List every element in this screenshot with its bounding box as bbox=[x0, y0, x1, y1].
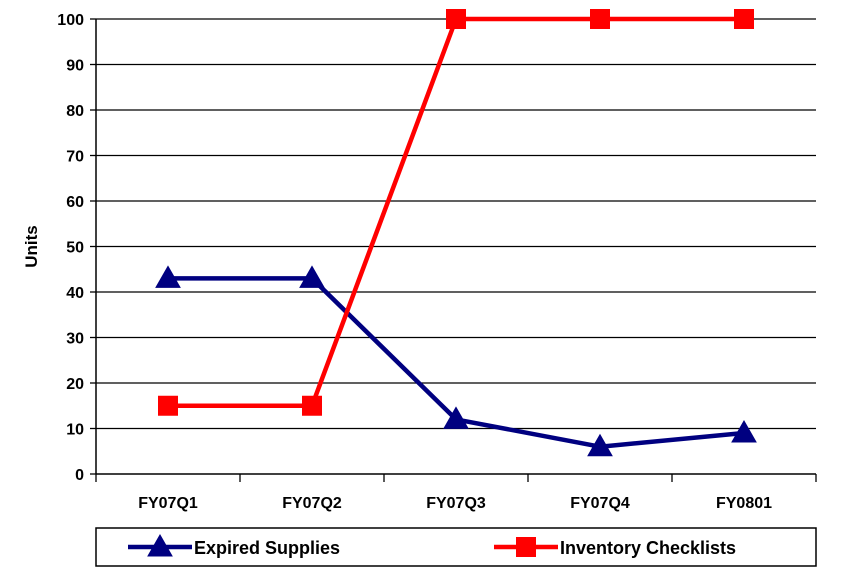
series-0 bbox=[155, 265, 757, 457]
x-tick-label: FY0801 bbox=[716, 495, 772, 512]
data-point bbox=[590, 9, 610, 29]
data-point bbox=[299, 265, 325, 288]
x-tick-label: FY07Q4 bbox=[570, 495, 630, 512]
y-tick-label: 0 bbox=[75, 467, 84, 484]
legend-marker bbox=[516, 537, 536, 557]
axes bbox=[95, 19, 816, 475]
legend-label: Expired Supplies bbox=[194, 538, 340, 558]
x-tick-label: FY07Q3 bbox=[426, 495, 486, 512]
legend: Expired Supplies Inventory Checklists bbox=[95, 527, 817, 567]
data-point bbox=[587, 433, 613, 457]
series bbox=[155, 9, 757, 457]
data-point bbox=[446, 9, 466, 29]
y-tick-label: 40 bbox=[66, 285, 84, 302]
y-tick-label: 70 bbox=[66, 149, 84, 166]
x-tick-label: FY07Q2 bbox=[282, 495, 342, 512]
y-tick-label: 60 bbox=[66, 194, 84, 211]
legend-label: Inventory Checklists bbox=[560, 538, 736, 558]
x-tick-labels: FY07Q1 FY07Q2 FY07Q3 FY07Q4 FY0801 bbox=[95, 474, 817, 512]
y-tick-label: 50 bbox=[66, 240, 84, 257]
legend-item: Expired Supplies bbox=[128, 533, 340, 558]
y-tick-label: 30 bbox=[66, 331, 84, 348]
y-tick-label: 20 bbox=[66, 376, 84, 393]
data-point bbox=[734, 9, 754, 29]
data-point bbox=[158, 395, 178, 416]
legend-item: Inventory Checklists bbox=[494, 537, 736, 558]
data-point bbox=[731, 420, 757, 443]
data-point bbox=[155, 265, 181, 288]
y-tick-label: 100 bbox=[57, 12, 84, 29]
legend-box bbox=[95, 527, 817, 567]
y-axis-title: Units bbox=[22, 225, 41, 268]
y-tick-labels: 0 10 20 30 40 50 60 70 80 90 100 bbox=[57, 12, 84, 484]
data-point bbox=[443, 406, 469, 429]
gridlines bbox=[90, 18, 816, 475]
x-tick-label: FY07Q1 bbox=[138, 495, 198, 512]
series-line bbox=[168, 16, 744, 408]
y-tick-label: 10 bbox=[66, 422, 84, 439]
y-tick-label: 90 bbox=[66, 58, 84, 75]
y-tick-label: 80 bbox=[66, 103, 84, 120]
legend-marker bbox=[147, 533, 173, 557]
data-point bbox=[302, 395, 322, 416]
series-1 bbox=[158, 9, 754, 416]
